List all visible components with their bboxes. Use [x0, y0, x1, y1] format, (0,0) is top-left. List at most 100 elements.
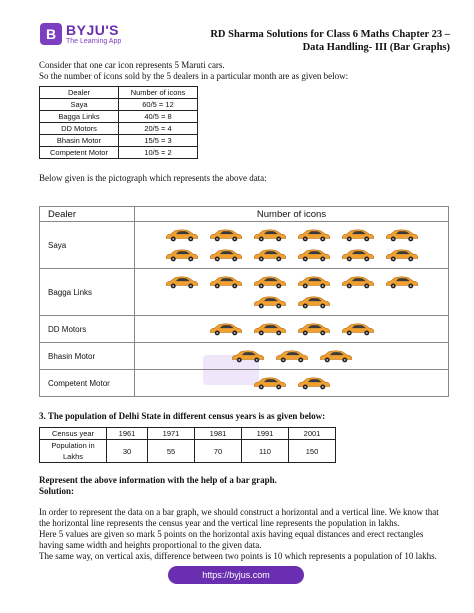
table-cell: 10/5 = 2 [118, 146, 198, 159]
table-row: Bhasin Motor 15/5 = 3 [39, 134, 198, 147]
question-3-instruction: Represent the above information with the… [39, 475, 277, 485]
table-cell: 40/5 = 8 [118, 110, 198, 123]
icon-line [135, 228, 448, 242]
table-cell: Bagga Links [39, 110, 119, 123]
pictograph-icons [135, 222, 448, 268]
icon-line [135, 248, 448, 262]
table-cell: 1971 [147, 427, 195, 440]
table-cell: DD Motors [39, 122, 119, 135]
logo-name: BYJU'S [66, 22, 120, 38]
table-cell: 20/5 = 4 [118, 122, 198, 135]
logo-badge: B [40, 23, 62, 45]
icon-line [135, 295, 448, 309]
car-icon [319, 350, 352, 363]
table-header-cell: Dealer [39, 86, 119, 99]
table-cell: 70 [194, 439, 242, 463]
car-icon [209, 323, 242, 336]
table-cell: 15/5 = 3 [118, 134, 198, 147]
car-icon [253, 296, 286, 309]
pictograph-intro: Below given is the pictograph which repr… [39, 173, 267, 183]
pictograph-icons [135, 370, 448, 396]
table-row: Saya 60/5 = 12 [39, 98, 198, 111]
table-cell: 2001 [288, 427, 336, 440]
solution-paragraph-2: Here 5 values are given so mark 5 points… [39, 529, 424, 550]
pictograph-header-row: Dealer Number of icons [39, 206, 449, 222]
pictograph-dealer: Saya [39, 221, 135, 269]
car-icon [209, 249, 242, 262]
table-row: Competent Motor 10/5 = 2 [39, 146, 198, 159]
car-icon [275, 350, 308, 363]
car-icon [253, 249, 286, 262]
table-row: Bagga Links 40/5 = 8 [39, 110, 198, 123]
pictograph-table: Dealer Number of icons Saya Bagga Links … [39, 206, 449, 397]
car-icon [341, 276, 374, 289]
page-header: B BYJU'S The Learning App RD Sharma Solu… [0, 0, 474, 56]
car-icon [209, 229, 242, 242]
byjus-logo: B BYJU'S The Learning App [40, 23, 121, 45]
intro-line-1: Consider that one car icon represents 5 … [39, 60, 225, 70]
table-cell: 1961 [106, 427, 148, 440]
table-cell: Bhasin Motor [39, 134, 119, 147]
pictograph-header-icons: Number of icons [134, 206, 449, 222]
car-icon [341, 249, 374, 262]
question-3-title: 3. The population of Delhi State in diff… [39, 411, 326, 421]
logo-tagline: The Learning App [66, 38, 122, 45]
dealer-icons-table: Dealer Number of icons Saya 60/5 = 12 Ba… [39, 86, 198, 159]
car-icon [385, 276, 418, 289]
car-icon [253, 323, 286, 336]
solution-paragraph-1: In order to represent the data on a bar … [39, 507, 439, 528]
pictograph-dealer: Bagga Links [39, 268, 135, 316]
pictograph-dealer: DD Motors [39, 315, 135, 343]
car-icon [297, 229, 330, 242]
pictograph-row: DD Motors [39, 315, 449, 343]
pictograph-dealer: Competent Motor [39, 369, 135, 397]
icon-line [135, 275, 448, 289]
car-icon [341, 323, 374, 336]
car-icon [231, 350, 264, 363]
car-icon [341, 229, 374, 242]
solution-paragraph-3: The same way, on vertical axis, differen… [39, 551, 437, 561]
table-cell: 60/5 = 12 [118, 98, 198, 111]
pictograph-icons [135, 269, 448, 315]
table-cell: Competent Motor [39, 146, 119, 159]
solution-label: Solution: [39, 486, 75, 496]
table-row: Census year 1961 1971 1981 1991 2001 [39, 427, 336, 440]
icon-line [135, 376, 448, 390]
car-icon [297, 296, 330, 309]
document-title: RD Sharma Solutions for Class 6 Maths Ch… [210, 29, 450, 53]
car-icon [253, 229, 286, 242]
car-icon [253, 276, 286, 289]
car-icon [253, 377, 286, 390]
car-icon [297, 249, 330, 262]
census-table: Census year 1961 1971 1981 1991 2001 Pop… [39, 427, 336, 463]
table-cell: 1981 [194, 427, 242, 440]
icon-line [135, 322, 448, 336]
table-header-cell: Number of icons [118, 86, 198, 99]
car-icon [165, 276, 198, 289]
pictograph-row: Bhasin Motor [39, 342, 449, 370]
car-icon [209, 276, 242, 289]
pictograph-row: Bagga Links [39, 268, 449, 316]
intro-line-2: So the number of icons sold by the 5 dea… [39, 71, 349, 81]
pictograph-dealer: Bhasin Motor [39, 342, 135, 370]
pictograph-icons [135, 316, 448, 342]
car-icon [385, 229, 418, 242]
car-icon [297, 377, 330, 390]
table-cell: Census year [39, 427, 107, 440]
table-cell: 150 [288, 439, 336, 463]
table-cell: Saya [39, 98, 119, 111]
pictograph-header-dealer: Dealer [39, 206, 135, 222]
footer-link[interactable]: https://byjus.com [168, 566, 304, 584]
pictograph-row: Competent Motor [39, 369, 449, 397]
table-cell: 30 [106, 439, 148, 463]
table-row: Population in Lakhs 30 55 70 110 150 [39, 439, 336, 463]
car-icon [165, 229, 198, 242]
table-header-row: Dealer Number of icons [39, 86, 198, 99]
page-content: Consider that one car icon represents 5 … [39, 60, 449, 562]
table-cell: 110 [241, 439, 289, 463]
car-icon [165, 249, 198, 262]
pictograph-icons [135, 343, 448, 369]
pictograph-row: Saya [39, 221, 449, 269]
car-icon [385, 249, 418, 262]
table-cell: 55 [147, 439, 195, 463]
